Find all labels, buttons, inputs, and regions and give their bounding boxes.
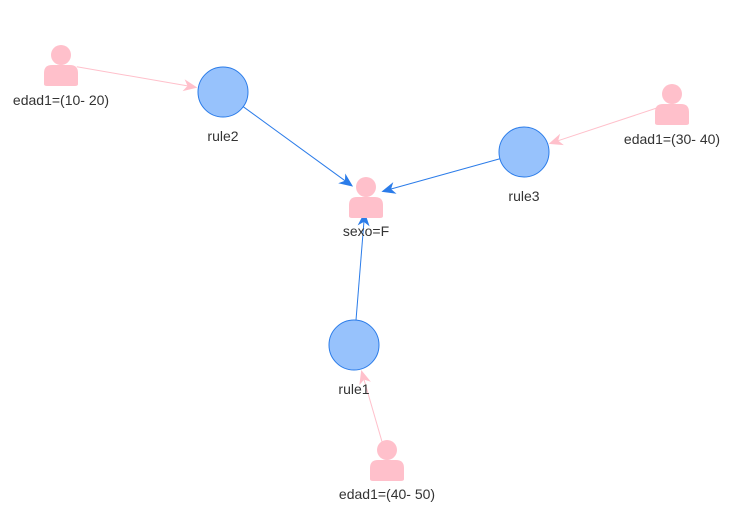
- arrow-head: [357, 211, 370, 227]
- edge-rule2-to-sexo_f: [242, 106, 354, 187]
- arrow-head: [548, 133, 564, 146]
- arrow-head: [182, 79, 198, 92]
- edge-edad_40_50-to-rule1: [359, 369, 384, 444]
- nodes-layer: [44, 45, 689, 481]
- arrow-head: [359, 369, 371, 386]
- node-label-rule2: rule2: [207, 128, 239, 144]
- user-icon[interactable]: [655, 84, 689, 125]
- edge-rule1-to-sexo_f: [355, 211, 370, 321]
- arrow-head: [338, 173, 354, 187]
- node-label-edad-40-50: edad1=(40- 50): [338, 486, 436, 502]
- edge-rule3-to-sexo_f: [381, 158, 501, 194]
- node-label-rule1: rule1: [338, 381, 370, 397]
- user-icon[interactable]: [349, 177, 383, 218]
- node-label-edad-10-20: edad1=(10- 20): [12, 92, 110, 108]
- rule-node-rule2[interactable]: [197, 66, 249, 118]
- user-icon[interactable]: [370, 440, 404, 481]
- arrow-head: [381, 182, 397, 194]
- user-icon[interactable]: [44, 45, 78, 86]
- rule-node-rule1[interactable]: [328, 319, 380, 371]
- node-label-edad-30-40: edad1=(30- 40): [623, 131, 721, 147]
- edges-layer: [76, 66, 657, 444]
- node-label-rule3: rule3: [508, 188, 540, 204]
- edge-edad_10_20-to-rule2: [76, 66, 198, 92]
- edge-edad_30_40-to-rule3: [548, 107, 657, 146]
- node-label-sexo-f: sexo=F: [342, 223, 390, 239]
- rule-node-rule3[interactable]: [498, 126, 550, 178]
